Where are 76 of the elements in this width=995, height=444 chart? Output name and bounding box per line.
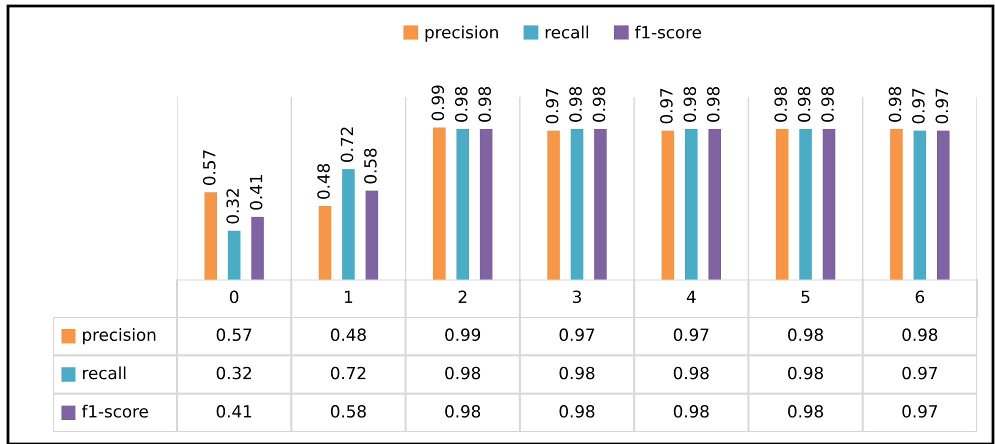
legend-label: recall bbox=[546, 26, 588, 39]
text: 0.98 bbox=[674, 405, 709, 418]
text: 0.98 bbox=[674, 366, 709, 380]
text: 0.58 bbox=[330, 405, 366, 418]
text: 0.98 bbox=[902, 328, 938, 342]
x-tick-label: 2 bbox=[458, 290, 466, 303]
data-label: 0.98 bbox=[798, 86, 810, 122]
text: 0.98 bbox=[788, 405, 823, 418]
text: 0.98 bbox=[445, 366, 480, 380]
legend-label: f1-score bbox=[635, 26, 702, 39]
bar bbox=[318, 206, 332, 280]
data-label: 0.32 bbox=[226, 189, 239, 224]
bar bbox=[251, 216, 264, 280]
bar bbox=[366, 190, 378, 280]
data-label: 0.97 bbox=[546, 88, 558, 124]
bar bbox=[799, 129, 812, 280]
legend-label: precision bbox=[426, 26, 498, 42]
data-label: 0.57 bbox=[202, 150, 216, 185]
x-tick-label: 5 bbox=[802, 290, 810, 304]
bar bbox=[228, 230, 240, 280]
bar bbox=[685, 129, 698, 280]
legend-label: f1-score bbox=[82, 404, 148, 418]
text: 0.97 bbox=[560, 328, 594, 342]
bar bbox=[480, 129, 492, 280]
text: 0.99 bbox=[445, 328, 480, 342]
data-label: 0.48 bbox=[317, 164, 330, 199]
bar bbox=[662, 130, 674, 280]
legend-label: recall bbox=[83, 366, 126, 380]
data-label: 0.98 bbox=[706, 86, 720, 122]
text: 0.32 bbox=[216, 366, 252, 380]
text: 0.97 bbox=[902, 405, 937, 418]
x-tick-label: 1 bbox=[344, 290, 352, 303]
text: 0.98 bbox=[445, 405, 480, 418]
x-tick-label: 6 bbox=[916, 290, 924, 304]
data-label: 0.72 bbox=[340, 128, 354, 162]
bar bbox=[594, 129, 607, 280]
bar bbox=[822, 129, 836, 280]
data-label: 0.98 bbox=[684, 86, 696, 122]
data-label: 0.98 bbox=[478, 86, 491, 122]
data-label: 0.98 bbox=[569, 86, 582, 122]
data-label: 0.98 bbox=[592, 86, 606, 122]
text: 0.97 bbox=[674, 328, 708, 342]
data-label: 0.41 bbox=[250, 175, 262, 210]
bar bbox=[914, 130, 926, 280]
text: 0.72 bbox=[330, 366, 366, 380]
data-label: 0.97 bbox=[912, 88, 925, 124]
bar bbox=[890, 129, 903, 280]
text: 0.41 bbox=[216, 405, 252, 418]
bar bbox=[456, 129, 469, 280]
text: 0.98 bbox=[560, 366, 594, 380]
data-label: 0.97 bbox=[936, 88, 948, 124]
data-label: 0.99 bbox=[432, 85, 444, 120]
text: 0.98 bbox=[788, 328, 823, 342]
bar bbox=[547, 130, 560, 280]
x-tick-label: 3 bbox=[572, 290, 581, 304]
data-label: 0.98 bbox=[821, 86, 834, 122]
bar bbox=[342, 169, 355, 280]
bar bbox=[937, 130, 950, 280]
legend-label: precision bbox=[83, 328, 156, 344]
bar bbox=[433, 128, 446, 280]
text: 0.98 bbox=[560, 405, 594, 418]
text: 0.98 bbox=[788, 366, 823, 380]
bar bbox=[204, 192, 217, 280]
data-label: 0.97 bbox=[660, 88, 673, 124]
data-label: 0.58 bbox=[364, 148, 377, 184]
bar bbox=[776, 129, 788, 280]
bar bbox=[708, 129, 721, 280]
data-label: 0.98 bbox=[888, 86, 902, 122]
data-label: 0.98 bbox=[774, 86, 787, 122]
data-label: 0.98 bbox=[454, 86, 468, 122]
text: 0.97 bbox=[902, 366, 937, 380]
x-tick-label: 4 bbox=[686, 290, 696, 303]
bar bbox=[570, 129, 584, 280]
text: 0.57 bbox=[216, 328, 252, 342]
text: 0.48 bbox=[330, 328, 366, 342]
x-tick-label: 0 bbox=[230, 290, 238, 304]
